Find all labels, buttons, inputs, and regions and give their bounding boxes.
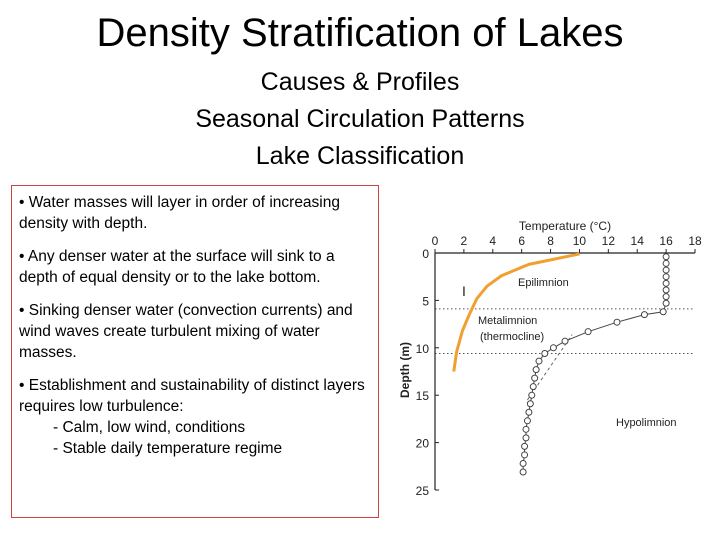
x-tick-label: 16 bbox=[659, 234, 673, 248]
data-point bbox=[640, 311, 648, 319]
data-point bbox=[662, 299, 670, 307]
data-point bbox=[531, 374, 539, 382]
bullet-4-sub-1: - Calm, low wind, conditions bbox=[53, 419, 246, 436]
temperature-depth-figure: Temperature (°C) Depth (m) 0 2 4 6 8 10 12 14 16… bbox=[390, 200, 715, 500]
y-tick-label: 25 bbox=[416, 484, 430, 498]
x-tick-label: 12 bbox=[602, 234, 616, 248]
x-tick-label: 4 bbox=[489, 234, 496, 248]
data-point bbox=[662, 259, 670, 267]
data-point bbox=[541, 349, 549, 357]
y-tick-label: 20 bbox=[416, 437, 430, 451]
layer-label-epilimnion: Epilimnion bbox=[518, 277, 569, 289]
x-tick-label: 0 bbox=[432, 234, 439, 248]
subtitle-3: Lake Classification bbox=[255, 142, 465, 170]
data-point bbox=[522, 434, 530, 442]
data-point bbox=[521, 442, 529, 450]
data-point bbox=[561, 337, 569, 345]
bullet-2: • Any denser water at the surface will s… bbox=[19, 248, 335, 286]
x-tick-label: 10 bbox=[573, 234, 587, 248]
y-tick-label: 5 bbox=[422, 294, 429, 308]
x-tick-label: 8 bbox=[547, 234, 554, 248]
layer-label-hypolimnion: Hypolimnion bbox=[616, 417, 677, 429]
data-point bbox=[535, 357, 543, 365]
x-tick-label: 2 bbox=[461, 234, 468, 248]
temperature-profile-line bbox=[522, 256, 667, 472]
bullet-3: • Sinking denser water (convection curre… bbox=[19, 302, 353, 361]
bullet-box: • Water masses will layer in order of in… bbox=[11, 185, 379, 518]
layer-label-thermocline: (thermocline) bbox=[480, 331, 544, 343]
subtitle-list: Causes & Profiles Seasonal Circulation P… bbox=[0, 64, 720, 175]
data-point bbox=[526, 400, 534, 408]
temperature-profile-chart: Temperature (°C) Depth (m) 0 2 4 6 8 10 12 14 16… bbox=[398, 219, 702, 498]
y-axis-label: Depth (m) bbox=[398, 342, 412, 398]
layer-label-metalimnion: Metalimnion bbox=[478, 315, 537, 327]
data-point bbox=[519, 459, 527, 467]
x-tick-label: 14 bbox=[631, 234, 645, 248]
data-point bbox=[659, 308, 667, 316]
data-point bbox=[549, 344, 557, 352]
x-axis-label: Temperature (°C) bbox=[519, 219, 611, 233]
data-point bbox=[662, 253, 670, 261]
y-tick-label: 0 bbox=[422, 247, 429, 261]
data-point bbox=[532, 366, 540, 374]
data-point bbox=[523, 417, 531, 425]
data-point bbox=[662, 286, 670, 294]
data-point bbox=[662, 279, 670, 287]
hand-drawn-epilimnion-curve bbox=[452, 252, 580, 372]
data-point bbox=[525, 408, 533, 416]
data-point bbox=[662, 273, 670, 281]
epilimnion-annotation: I bbox=[462, 283, 466, 299]
bullet-4: • Establishment and sustainability of di… bbox=[19, 377, 365, 415]
x-tick-label: 6 bbox=[518, 234, 525, 248]
data-point bbox=[662, 293, 670, 301]
data-point bbox=[522, 425, 530, 433]
y-tick-label: 10 bbox=[416, 342, 430, 356]
subtitle-1: Causes & Profiles bbox=[260, 68, 460, 96]
x-tick-label: 18 bbox=[688, 234, 702, 248]
subtitle-2: Seasonal Circulation Patterns bbox=[195, 105, 525, 133]
y-tick-label: 15 bbox=[416, 389, 430, 403]
data-point bbox=[519, 468, 527, 476]
data-point bbox=[521, 451, 529, 459]
data-point bbox=[529, 383, 537, 391]
data-point bbox=[613, 318, 621, 326]
data-point bbox=[584, 328, 592, 336]
bullet-1: • Water masses will layer in order of in… bbox=[19, 194, 340, 232]
page-title: Density Stratification of Lakes bbox=[96, 11, 624, 55]
bullet-4-sub-2: - Stable daily temperature regime bbox=[53, 440, 283, 457]
data-point bbox=[662, 266, 670, 274]
data-point bbox=[528, 391, 536, 399]
